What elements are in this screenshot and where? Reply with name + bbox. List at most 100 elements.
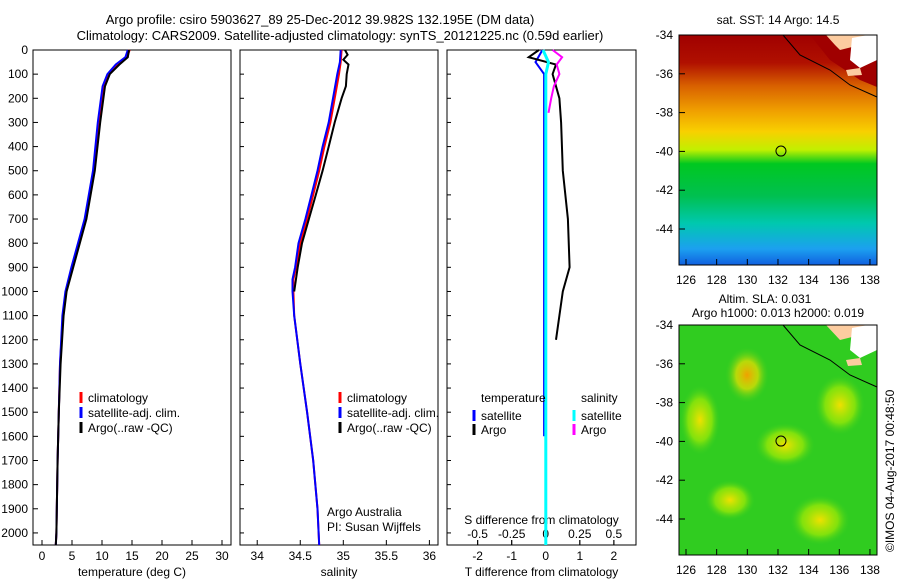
panel-salinity-frame bbox=[239, 49, 439, 546]
y-tick-label: 0 bbox=[21, 43, 28, 57]
x-tick-label: 0 bbox=[542, 549, 549, 563]
lat-tick-label: -40 bbox=[656, 144, 674, 158]
series-climatology bbox=[54, 49, 131, 546]
y-tick-label: 500 bbox=[8, 164, 28, 178]
series-t-satellite bbox=[534, 49, 546, 437]
x2-axis-label: S difference from climatology bbox=[464, 513, 619, 527]
annotation: Argo Australia bbox=[327, 505, 402, 519]
x-tick-label: 15 bbox=[125, 549, 139, 563]
lat-tick-label: -34 bbox=[656, 318, 674, 332]
lat-tick-label: -34 bbox=[656, 28, 674, 42]
y-tick-label: 400 bbox=[8, 140, 28, 154]
y-tick-label: 1000 bbox=[1, 284, 28, 298]
legend-label: climatology bbox=[347, 391, 407, 405]
title-line-2: Climatology: CARS2009. Satellite-adjuste… bbox=[76, 28, 604, 43]
legend-label: Argo bbox=[581, 423, 607, 437]
x-tick-label: 2 bbox=[611, 549, 618, 563]
lon-tick-label: 130 bbox=[737, 563, 757, 577]
lon-tick-label: 132 bbox=[768, 563, 788, 577]
x-tick-label: 1 bbox=[576, 549, 583, 563]
y-tick-label: 1500 bbox=[1, 405, 28, 419]
sla-anomaly-blobs bbox=[680, 347, 865, 545]
panel-temperature-frame bbox=[32, 49, 232, 546]
sst-map-field bbox=[679, 35, 877, 265]
x-tick-label: 0 bbox=[39, 549, 46, 563]
y-tick-label: 900 bbox=[8, 260, 28, 274]
legend-title: temperature bbox=[481, 391, 546, 405]
y-tick-label: 1100 bbox=[2, 309, 28, 323]
lat-tick-label: -42 bbox=[656, 473, 674, 487]
lon-tick-label: 128 bbox=[707, 273, 727, 287]
lat-tick-label: -38 bbox=[656, 106, 674, 120]
y-tick-label: 1700 bbox=[1, 453, 28, 467]
coastline-sst bbox=[782, 34, 878, 98]
x-axis-label: T difference from climatology bbox=[465, 565, 619, 579]
series-satellite-adj-clim- bbox=[291, 49, 342, 546]
y-tick-label: 1600 bbox=[1, 429, 28, 443]
lon-tick-label: 134 bbox=[799, 563, 819, 577]
x2-tick-label: -0.25 bbox=[498, 527, 526, 541]
y-tick-label: 1900 bbox=[1, 502, 28, 516]
legend-label: Argo(..raw -QC) bbox=[88, 421, 173, 435]
x-axis-label: temperature (deg C) bbox=[78, 565, 186, 579]
x-tick-label: 35 bbox=[337, 549, 351, 563]
y-tick-label: 100 bbox=[8, 67, 28, 81]
lon-tick-label: 138 bbox=[860, 273, 880, 287]
x-axis-label: salinity bbox=[321, 565, 358, 579]
x-tick-label: 35.5 bbox=[375, 549, 399, 563]
legend-label: climatology bbox=[88, 391, 148, 405]
lat-tick-label: -44 bbox=[656, 222, 674, 236]
legend-label: satellite-adj. clim. bbox=[347, 406, 439, 420]
sla-map-title-2: Argo h1000: 0.013 h2000: 0.019 bbox=[691, 306, 865, 320]
x-tick-label: 34 bbox=[251, 549, 265, 563]
x-tick-label: -1 bbox=[506, 549, 517, 563]
x2-tick-label: 0.25 bbox=[568, 527, 592, 541]
lon-tick-label: 136 bbox=[829, 273, 849, 287]
lat-tick-label: -36 bbox=[656, 67, 674, 81]
x2-tick-label: 0.5 bbox=[606, 527, 623, 541]
x-tick-label: 20 bbox=[155, 549, 169, 563]
lat-tick-label: -38 bbox=[656, 396, 674, 410]
argo-location-marker bbox=[775, 145, 787, 157]
x-tick-label: 10 bbox=[95, 549, 109, 563]
legend-label: satellite-adj. clim. bbox=[88, 406, 180, 420]
legend-title: salinity bbox=[581, 391, 618, 405]
lon-tick-label: 128 bbox=[707, 563, 727, 577]
lon-tick-label: 136 bbox=[829, 563, 849, 577]
y-tick-label: 800 bbox=[8, 236, 28, 250]
lon-tick-label: 126 bbox=[676, 273, 696, 287]
lat-tick-label: -40 bbox=[656, 434, 674, 448]
x-tick-label: 34.5 bbox=[289, 549, 313, 563]
x-tick-label: 36 bbox=[423, 549, 437, 563]
series-s-satellite bbox=[541, 49, 551, 545]
y-tick-label: 300 bbox=[8, 115, 28, 129]
y-tick-label: 700 bbox=[8, 212, 28, 226]
lon-tick-label: 132 bbox=[768, 273, 788, 287]
legend-label: Argo bbox=[481, 423, 507, 437]
y-tick-label: 1300 bbox=[1, 357, 28, 371]
series-argo-raw-qc- bbox=[54, 49, 130, 546]
y-tick-label: 600 bbox=[8, 188, 28, 202]
y-tick-label: 1200 bbox=[1, 333, 28, 347]
legend-label: Argo(..raw -QC) bbox=[347, 421, 432, 435]
x2-tick-label: -0.5 bbox=[467, 527, 488, 541]
series-t-argo bbox=[526, 49, 571, 340]
series-s-argo bbox=[547, 49, 564, 113]
panel-differences-frame bbox=[446, 49, 637, 546]
x-tick-label: 30 bbox=[215, 549, 229, 563]
lon-tick-label: 130 bbox=[737, 273, 757, 287]
x-tick-label: -2 bbox=[472, 549, 483, 563]
sst-map-title: sat. SST: 14 Argo: 14.5 bbox=[716, 13, 840, 27]
legend-label: satellite bbox=[481, 409, 522, 423]
coastline-sla bbox=[782, 324, 878, 388]
y-tick-label: 200 bbox=[8, 91, 28, 105]
sla-map-title-1: Altim. SLA: 0.031 bbox=[718, 292, 812, 306]
y-tick-label: 1800 bbox=[1, 478, 28, 492]
annotation: PI: Susan Wijffels bbox=[327, 520, 421, 534]
lon-tick-label: 126 bbox=[676, 563, 696, 577]
y-tick-label: 1400 bbox=[1, 381, 28, 395]
imos-credit: ©IMOS 04-Aug-2017 00:48:50 bbox=[883, 389, 897, 552]
argo-location-marker bbox=[775, 435, 787, 447]
lat-tick-label: -42 bbox=[656, 183, 674, 197]
